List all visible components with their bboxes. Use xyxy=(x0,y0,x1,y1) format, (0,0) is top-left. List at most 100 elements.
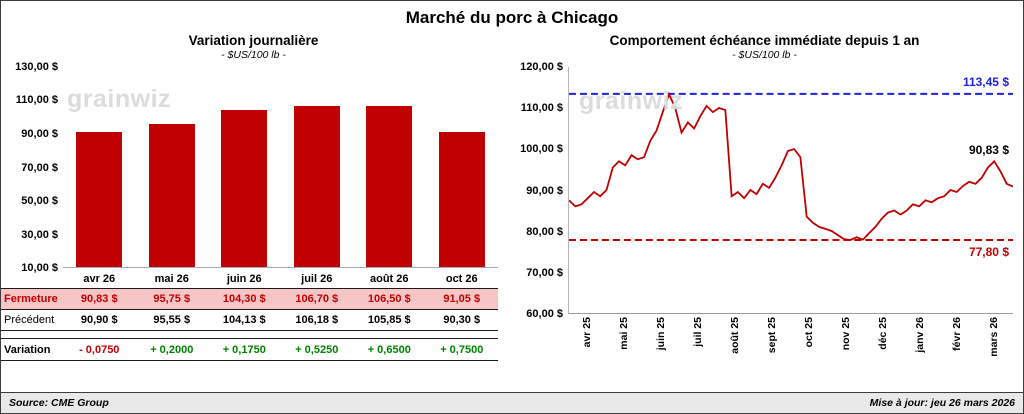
line-chart-plot: grainwiz 113,45 $77,80 $90,83 $ xyxy=(568,67,1013,314)
category-label: juil 26 xyxy=(301,273,333,285)
y-axis-label: 80,00 $ xyxy=(526,225,563,238)
bars-container xyxy=(63,67,498,267)
footer-bar: Source: CME Group Mise à jour: jeu 26 ma… xyxy=(1,392,1023,413)
y-axis-label: 70,00 $ xyxy=(526,266,563,279)
x-tick: oct 25 xyxy=(790,314,827,347)
x-tick: juin 25 xyxy=(642,314,679,350)
category-label: avr 26 xyxy=(83,273,116,285)
table-row: Variation - 0,0750 + 0,2000 + 0,1750 + 0,525… xyxy=(1,338,498,361)
category-label: juin 26 xyxy=(226,273,262,285)
table-cell: + 0,2000 xyxy=(150,343,194,356)
line-chart-y-axis: 120,00 $ 110,00 $ 100,00 $ 90,00 $ 80,00 $ 70… xyxy=(506,61,568,320)
bar xyxy=(148,124,195,267)
table-cell: 90,90 $ xyxy=(80,314,118,326)
table-row: Précédent 90,90 $ 95,55 $ 104,13 $ 106,18 $ 1… xyxy=(1,310,498,331)
annotation-low: 77,80 $ xyxy=(968,245,1009,260)
line-chart-subtitle: - $US/100 lb - xyxy=(732,49,797,61)
table-row: Fermeture 90,83 $ 95,75 $ 104,30 $ 106,70 $ 1… xyxy=(1,288,498,310)
updated-label: Mise à jour: jeu 26 mars 2026 xyxy=(869,397,1015,409)
main-area: Variation journalière - $US/100 lb - 130… xyxy=(1,31,1023,392)
category-label: août 26 xyxy=(369,273,409,285)
bar xyxy=(366,106,413,267)
table-cell: + 0,1750 xyxy=(222,343,266,356)
bar xyxy=(76,132,123,267)
x-tick: janv 26 xyxy=(902,314,939,353)
table-cell: 95,75 $ xyxy=(153,293,191,305)
bar-slot xyxy=(208,67,281,267)
table-cell: 90,83 $ xyxy=(80,293,118,305)
x-tick: mai 25 xyxy=(605,314,642,350)
category-label: oct 26 xyxy=(445,273,478,285)
table-cell: 104,30 $ xyxy=(222,293,266,305)
line-chart: 120,00 $ 110,00 $ 100,00 $ 90,00 $ 80,00 $ 70… xyxy=(506,61,1023,320)
table-cell: 90,30 $ xyxy=(443,314,481,326)
x-axis-label: févr 26 xyxy=(951,317,964,351)
x-tick: déc 25 xyxy=(865,314,902,350)
table-cell: + 0,5250 xyxy=(295,343,339,356)
table-cell: + 0,7500 xyxy=(440,343,484,356)
price-table: avr 26 mai 26 juin 26 juil 26 août 26 oct 26 F… xyxy=(1,270,506,361)
daily-variation-panel: Variation journalière - $US/100 lb - 130… xyxy=(1,31,506,392)
category-label: mai 26 xyxy=(154,273,189,285)
x-axis-label: août 25 xyxy=(728,317,741,354)
table-cell: + 0,6500 xyxy=(367,343,411,356)
y-axis-label: 90,00 $ xyxy=(526,184,563,197)
bar-slot xyxy=(136,67,209,267)
bar-slot xyxy=(63,67,136,267)
table-cell: - 0,0750 xyxy=(79,343,120,356)
y-axis-label: 100,00 $ xyxy=(520,143,563,156)
bar-slot xyxy=(426,67,499,267)
x-axis-label: juin 25 xyxy=(654,317,667,351)
bar-chart-plot: grainwiz xyxy=(63,67,498,268)
table-cell: 106,18 $ xyxy=(295,314,339,326)
x-tick: avr 25 xyxy=(568,314,605,347)
table-cell: 106,70 $ xyxy=(295,293,339,305)
x-axis-label: mars 26 xyxy=(988,317,1001,357)
x-axis-label: juil 25 xyxy=(691,317,704,347)
x-axis-label: janv 26 xyxy=(914,317,927,353)
x-axis-label: déc 25 xyxy=(877,317,890,350)
y-axis-label: 30,00 $ xyxy=(21,228,58,241)
row-header: Variation xyxy=(4,343,51,356)
price-line xyxy=(569,91,1013,241)
y-axis-label: 70,00 $ xyxy=(21,161,58,174)
x-axis-label: mai 25 xyxy=(617,317,630,350)
x-tick: juil 25 xyxy=(679,314,716,347)
x-axis-label: oct 25 xyxy=(803,317,815,348)
x-tick: févr 26 xyxy=(939,314,976,351)
table-cell: 91,05 $ xyxy=(443,293,481,305)
row-header: Précédent xyxy=(4,314,55,326)
bar-slot xyxy=(353,67,426,267)
line-chart-title: Comportement échéance immédiate depuis 1… xyxy=(609,33,920,48)
y-axis-label: 130,00 $ xyxy=(15,61,58,73)
x-tick: août 25 xyxy=(716,314,753,354)
x-axis-label: avr 25 xyxy=(580,317,593,348)
y-axis-label: 60,00 $ xyxy=(526,308,563,320)
bar-chart-title: Variation journalière xyxy=(188,33,319,48)
bar xyxy=(293,105,340,267)
page-title: Marché du porc à Chicago xyxy=(405,8,619,27)
table-cell: 106,50 $ xyxy=(367,293,411,305)
table-header-row: avr 26 mai 26 juin 26 juil 26 août 26 oct 26 xyxy=(1,270,498,288)
x-axis-label: sept 25 xyxy=(765,317,778,354)
y-axis-label: 50,00 $ xyxy=(21,194,58,207)
x-axis-label: nov 25 xyxy=(840,317,853,351)
immediate-delivery-panel: Comportement échéance immédiate depuis 1… xyxy=(506,31,1023,392)
table-cell: 105,85 $ xyxy=(367,314,411,326)
bar xyxy=(438,131,485,267)
y-axis-label: 90,00 $ xyxy=(21,127,58,140)
line-chart-x-axis: avr 25 mai 25 juin 25 juil 25 août 25 sept 25… xyxy=(568,314,1013,364)
y-axis-label: 110,00 $ xyxy=(15,94,58,107)
y-axis-label: 110,00 $ xyxy=(520,102,563,115)
annotation-last: 90,83 $ xyxy=(968,143,1009,158)
y-axis-label: 120,00 $ xyxy=(520,61,563,73)
table-cell: 95,55 $ xyxy=(153,314,191,326)
table-cell: 104,13 $ xyxy=(222,314,266,326)
bar-chart-subtitle: - $US/100 lb - xyxy=(221,49,286,61)
row-header: Fermeture xyxy=(4,293,58,305)
bar-chart: 130,00 $ 110,00 $ 90,00 $ 70,00 $ 50,00 $ 30,… xyxy=(1,61,506,274)
bar-slot xyxy=(281,67,354,267)
bar-chart-y-axis: 130,00 $ 110,00 $ 90,00 $ 70,00 $ 50,00 $ 30,… xyxy=(1,61,63,274)
x-tick: mars 26 xyxy=(976,314,1013,357)
